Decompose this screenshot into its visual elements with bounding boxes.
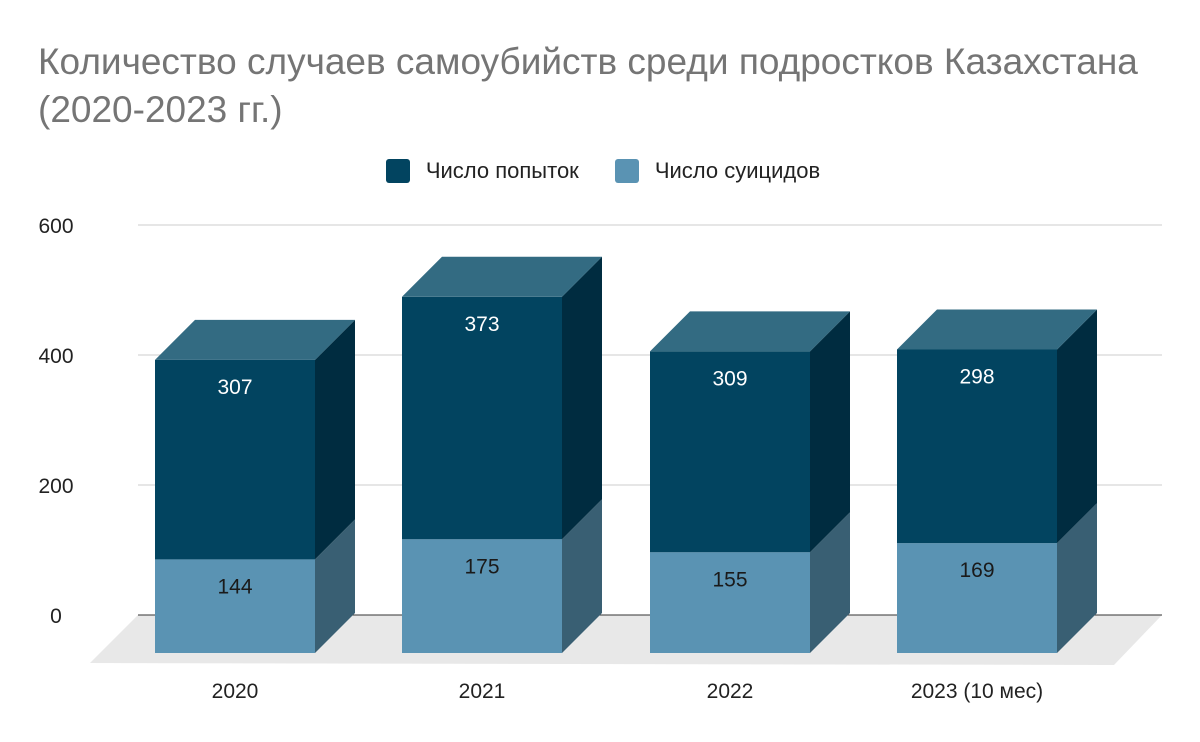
legend-label-attempts: Число попыток <box>425 158 579 183</box>
bar-2023-suicides-side <box>1057 503 1097 653</box>
bar-2022-suicides-side <box>810 512 850 653</box>
bar-2023-attempts-side <box>1057 309 1097 544</box>
data-label-2021-suicides: 175 <box>464 555 499 578</box>
bar-2022-suicides-front <box>650 552 810 653</box>
bar-2023-attempts-front <box>897 349 1057 544</box>
bar-2021-attempts-front <box>402 296 562 540</box>
x-tick-label-2022: 2022 <box>707 680 754 703</box>
data-label-2022-suicides: 155 <box>712 568 747 591</box>
bar-2023-suicides-front <box>897 543 1057 653</box>
data-label-2020-attempts: 307 <box>217 376 252 399</box>
bar-2020-attempts-front <box>155 359 315 560</box>
y-tick-label-400: 400 <box>38 345 73 368</box>
legend-item-suicides: Число суицидов <box>609 158 820 184</box>
bar-2023-top <box>897 309 1097 350</box>
legend: Число попыток Число суицидов <box>0 158 1200 184</box>
bar-2020-top <box>155 319 355 360</box>
bar-2022-attempts-side <box>810 311 850 553</box>
x-tick-label-2023: 2023 (10 мес) <box>911 680 1043 703</box>
chart-title: Количество случаев самоубийств среди под… <box>38 41 1138 130</box>
y-tick-label-600: 600 <box>38 215 73 238</box>
bar-2022-top <box>650 311 850 352</box>
legend-swatch-attempts <box>385 159 410 183</box>
legend-swatch-suicides <box>614 159 639 183</box>
bar-2021-top <box>402 256 602 297</box>
data-label-2021-attempts: 373 <box>464 313 499 336</box>
legend-label-suicides: Число суицидов <box>654 158 821 183</box>
y-tick-label-200: 200 <box>38 475 73 498</box>
x-tick-label-2021: 2021 <box>459 680 506 703</box>
bar-2021-suicides-front <box>402 539 562 653</box>
bar-2022-attempts-front <box>650 351 810 553</box>
bar-2021-suicides-side <box>562 499 602 653</box>
chart-floor <box>90 615 1162 665</box>
y-tick-label-0: 0 <box>50 605 62 628</box>
bar-2021-attempts-side <box>562 256 602 540</box>
data-label-2020-suicides: 144 <box>217 575 252 598</box>
bar-2020-suicides-front <box>155 559 315 653</box>
bar-2020-suicides-side <box>315 519 355 653</box>
x-tick-label-2020: 2020 <box>212 680 259 703</box>
data-label-2023-suicides: 169 <box>959 559 994 582</box>
data-label-2023-attempts: 298 <box>959 365 994 388</box>
data-label-2022-attempts: 309 <box>712 367 747 390</box>
bar-2020-attempts-side <box>315 319 355 560</box>
legend-item-attempts: Число попыток <box>380 158 579 184</box>
